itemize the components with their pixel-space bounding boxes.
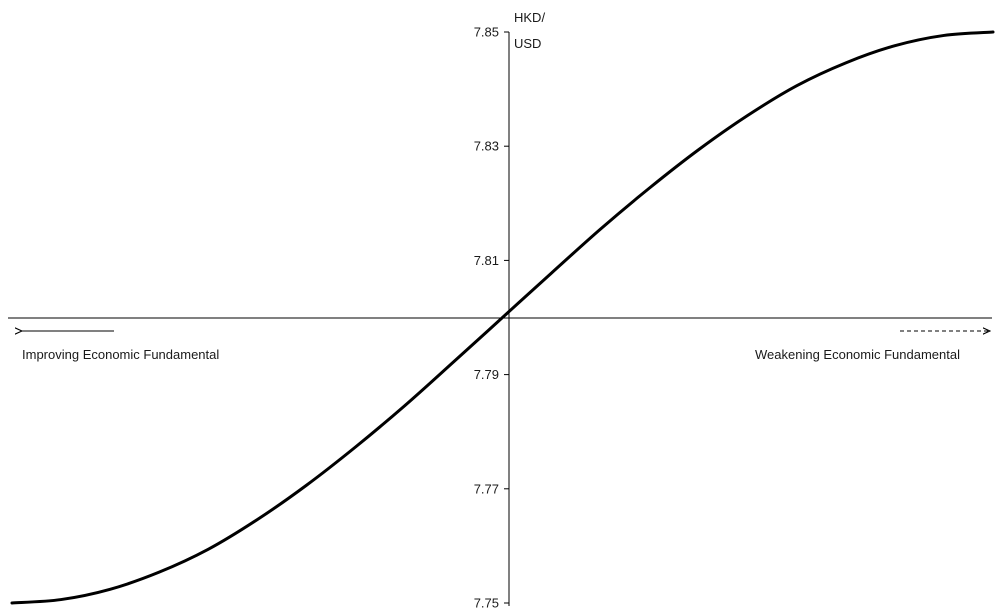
y-tick-label: 7.81	[474, 253, 499, 268]
y-axis-ticks: 7.85 7.83 7.81 7.79 7.77 7.75	[474, 25, 509, 609]
y-axis-title-line2: USD	[514, 36, 541, 51]
right-annotation: Weakening Economic Fundamental	[755, 347, 960, 362]
left-annotation: Improving Economic Fundamental	[22, 347, 219, 362]
y-tick-label: 7.79	[474, 367, 499, 382]
exchange-rate-curve	[10, 30, 995, 605]
y-tick-label: 7.85	[474, 25, 499, 40]
y-axis-title-line1: HKD/	[514, 10, 545, 25]
y-tick-label: 7.77	[474, 481, 499, 496]
y-tick-label: 7.83	[474, 139, 499, 154]
y-tick-label: 7.75	[474, 596, 499, 609]
